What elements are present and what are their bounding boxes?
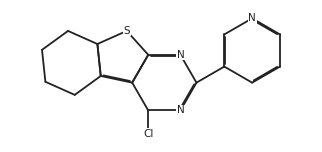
Text: N: N: [176, 105, 184, 116]
Text: Cl: Cl: [143, 129, 154, 139]
Text: N: N: [248, 13, 256, 23]
Text: N: N: [176, 50, 184, 60]
Text: S: S: [123, 26, 130, 36]
